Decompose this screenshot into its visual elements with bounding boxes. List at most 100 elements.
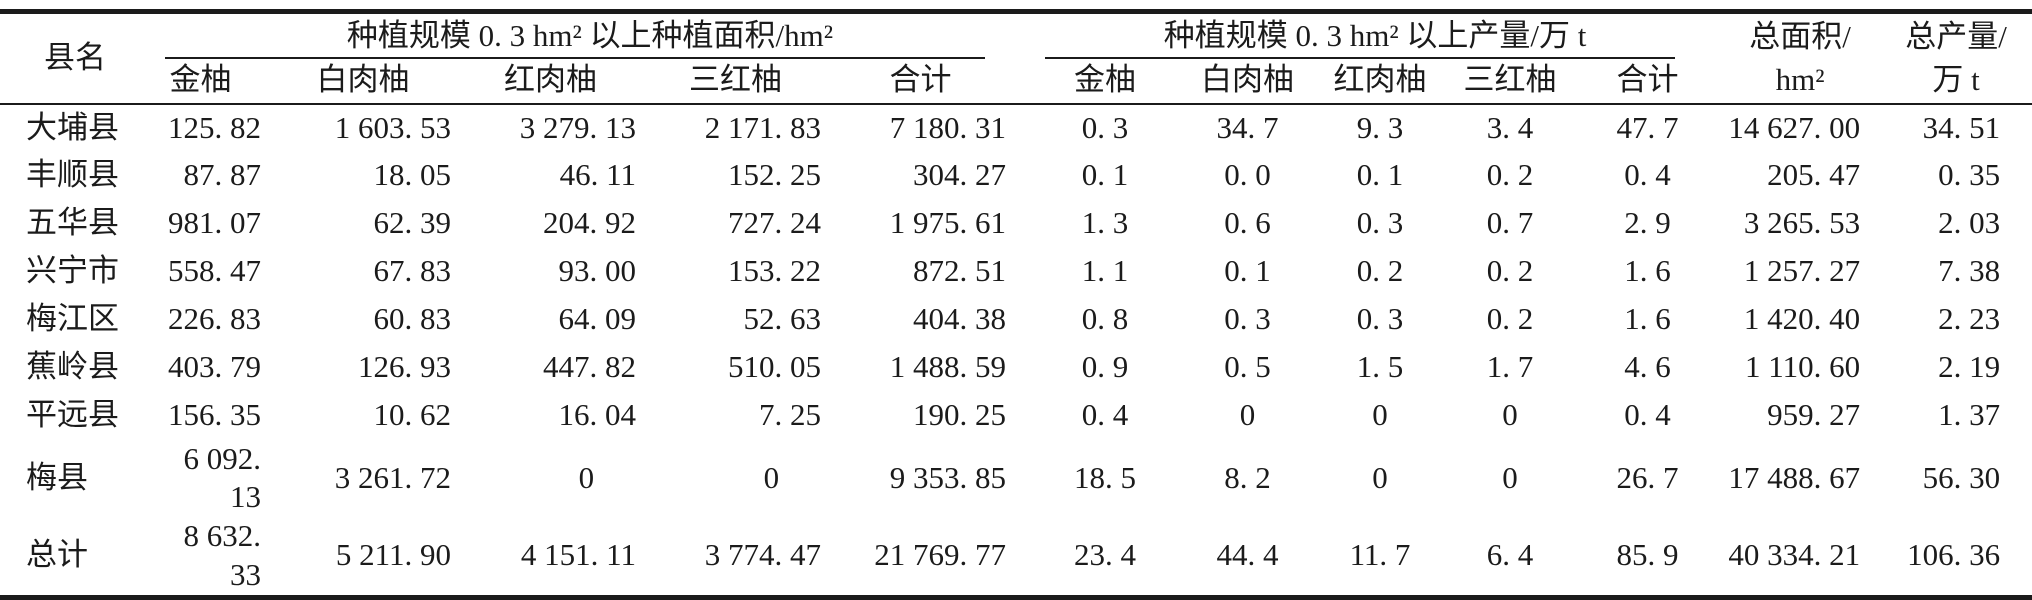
area-value-cell: 6 092. 13 xyxy=(183,440,262,515)
area-value-cell: 7. 25 xyxy=(759,397,821,433)
area-value-cell: 18. 05 xyxy=(373,157,452,193)
yield-value-cell: 0. 3 xyxy=(1081,109,1129,145)
yield-total-cell: 47. 7 xyxy=(1616,109,1679,145)
area-value-cell: 62. 39 xyxy=(373,205,452,241)
total-yield-header-line2: 万 t xyxy=(1932,62,1980,98)
yield-total-cell: 1. 6 xyxy=(1624,253,1671,289)
table-row: 梅县 6 092. 13 3 261. 72 0 0 9 353. 85 18.… xyxy=(0,440,2032,518)
yield-value-cell: 0. 3 xyxy=(1356,205,1404,241)
yield-value-cell: 0 xyxy=(1502,397,1518,433)
yield-value-cell: 0. 3 xyxy=(1224,301,1271,337)
area-value-cell: 93. 00 xyxy=(558,253,637,289)
total-yield-cell: 7. 38 xyxy=(1938,253,2001,289)
yield-value-cell: 34. 7 xyxy=(1216,109,1279,145)
yield-total-cell: 0. 4 xyxy=(1624,397,1671,433)
total-yield-column-header: 总产量/ 万 t xyxy=(1880,12,2032,104)
yield-value-cell: 0. 7 xyxy=(1486,205,1534,241)
yield-value-cell: 0. 1 xyxy=(1224,253,1271,289)
total-area-cell: 1 110. 60 xyxy=(1744,349,1861,385)
area-value-cell: 64. 09 xyxy=(558,301,637,337)
county-cell: 蕉岭县 xyxy=(26,349,119,385)
yield-total-cell: 85. 9 xyxy=(1616,537,1679,573)
total-yield-header-line1: 总产量/ xyxy=(1905,18,2007,54)
subheader-area-jinyou: 金柚 xyxy=(169,62,232,98)
table-row: 平远县 156. 35 10. 62 16. 04 7. 25 190. 25 … xyxy=(0,392,2032,440)
area-value-cell: 60. 83 xyxy=(373,301,452,337)
area-value-cell: 3 261. 72 xyxy=(334,459,451,495)
county-cell: 总计 xyxy=(26,537,88,573)
total-area-cell: 40 334. 21 xyxy=(1728,537,1861,573)
subheader-area-bairouyou: 白肉柚 xyxy=(316,62,410,98)
total-yield-cell: 0. 35 xyxy=(1938,157,2001,193)
yield-group-header: 种植规模 0. 3 hm² 以上产量/万 t xyxy=(1030,12,1720,59)
county-column-header: 县名 xyxy=(44,39,106,75)
area-value-cell: 153. 22 xyxy=(728,253,821,289)
area-value-cell: 67. 83 xyxy=(373,253,452,289)
area-value-cell: 3 774. 47 xyxy=(704,537,821,573)
yield-value-cell: 11. 7 xyxy=(1349,537,1411,573)
total-yield-cell: 2. 19 xyxy=(1938,349,2001,385)
subheader-yield-hongrouyou: 红肉柚 xyxy=(1333,62,1427,98)
yield-value-cell: 1. 7 xyxy=(1486,349,1534,385)
yield-value-cell: 0. 0 xyxy=(1224,157,1271,193)
area-value-cell: 125. 82 xyxy=(168,109,261,145)
area-value-cell: 0 xyxy=(578,459,595,495)
area-total-cell: 1 488. 59 xyxy=(889,349,1007,385)
total-area-cell: 959. 27 xyxy=(1767,397,1861,433)
area-value-cell: 1 603. 53 xyxy=(334,109,451,145)
table-row: 梅江区 226. 83 60. 83 64. 09 52. 63 404. 38… xyxy=(0,296,2032,344)
yield-value-cell: 1. 1 xyxy=(1081,253,1129,289)
area-value-cell: 52. 63 xyxy=(743,301,822,337)
total-yield-cell: 2. 03 xyxy=(1938,205,2001,241)
total-area-cell: 1 257. 27 xyxy=(1743,253,1861,289)
county-cell: 丰顺县 xyxy=(26,157,119,193)
area-value-cell: 403. 79 xyxy=(168,349,261,385)
yield-value-cell: 1. 3 xyxy=(1081,205,1129,241)
yield-value-cell: 9. 3 xyxy=(1356,109,1404,145)
county-cell: 五华县 xyxy=(26,205,119,241)
area-value-cell: 156. 35 xyxy=(168,397,261,433)
yield-total-cell: 4. 6 xyxy=(1624,349,1671,385)
area-value-cell: 558. 47 xyxy=(168,253,261,289)
total-area-cell: 205. 47 xyxy=(1767,157,1861,193)
table-row: 五华县 981. 07 62. 39 204. 92 727. 24 1 975… xyxy=(0,200,2032,248)
area-value-cell: 3 279. 13 xyxy=(519,109,636,145)
total-yield-cell: 34. 51 xyxy=(1922,109,2001,145)
area-value-cell: 46. 11 xyxy=(559,157,636,193)
total-yield-cell: 1. 37 xyxy=(1938,397,2001,433)
subheader-area-total: 合计 xyxy=(889,62,952,98)
area-value-cell: 981. 07 xyxy=(168,205,261,241)
pomelo-planting-table: 县名 种植规模 0. 3 hm² 以上种植面积/hm² 种植规模 0. 3 hm… xyxy=(0,9,2032,600)
area-total-cell: 21 769. 77 xyxy=(874,537,1007,573)
subheader-area-hongrouyou: 红肉柚 xyxy=(504,62,597,98)
subheader-yield-bairouyou: 白肉柚 xyxy=(1201,62,1295,98)
county-cell: 兴宁市 xyxy=(26,253,119,289)
table-row: 丰顺县 87. 87 18. 05 46. 11 152. 25 304. 27… xyxy=(0,152,2032,200)
yield-value-cell: 44. 4 xyxy=(1216,537,1279,573)
yield-total-cell: 2. 9 xyxy=(1624,205,1671,241)
area-group-header: 种植规模 0. 3 hm² 以上种植面积/hm² xyxy=(150,12,1030,59)
subheader-yield-total: 合计 xyxy=(1616,62,1679,98)
table-row: 蕉岭县 403. 79 126. 93 447. 82 510. 05 1 48… xyxy=(0,344,2032,392)
subheader-yield-sanhongyou: 三红柚 xyxy=(1463,62,1557,98)
table-body: 大埔县 125. 82 1 603. 53 3 279. 13 2 171. 8… xyxy=(0,104,2032,598)
total-area-cell: 14 627. 00 xyxy=(1728,109,1861,145)
yield-value-cell: 0 xyxy=(1372,459,1388,495)
total-yield-cell: 56. 30 xyxy=(1922,459,2001,495)
yield-value-cell: 8. 2 xyxy=(1224,459,1271,495)
total-area-column-header: 总面积/ hm² xyxy=(1720,12,1880,104)
total-area-header-line1: 总面积/ xyxy=(1749,18,1851,54)
yield-value-cell: 0. 2 xyxy=(1486,301,1534,337)
yield-total-cell: 26. 7 xyxy=(1616,459,1679,495)
area-value-cell: 510. 05 xyxy=(728,349,821,385)
yield-value-cell: 0 xyxy=(1372,397,1388,433)
county-cell: 梅县 xyxy=(26,459,88,495)
yield-value-cell: 3. 4 xyxy=(1486,109,1534,145)
area-value-cell: 5 211. 90 xyxy=(335,537,451,573)
yield-value-cell: 0. 5 xyxy=(1224,349,1271,385)
area-total-cell: 304. 27 xyxy=(913,157,1007,193)
yield-value-cell: 23. 4 xyxy=(1074,537,1137,573)
area-total-cell: 190. 25 xyxy=(913,397,1007,433)
area-value-cell: 8 632. 33 xyxy=(183,518,262,592)
total-area-cell: 17 488. 67 xyxy=(1728,459,1861,495)
